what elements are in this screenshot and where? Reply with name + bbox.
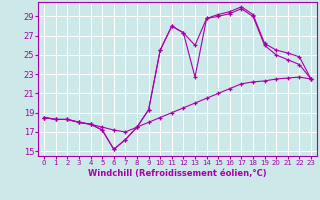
X-axis label: Windchill (Refroidissement éolien,°C): Windchill (Refroidissement éolien,°C) [88, 169, 267, 178]
